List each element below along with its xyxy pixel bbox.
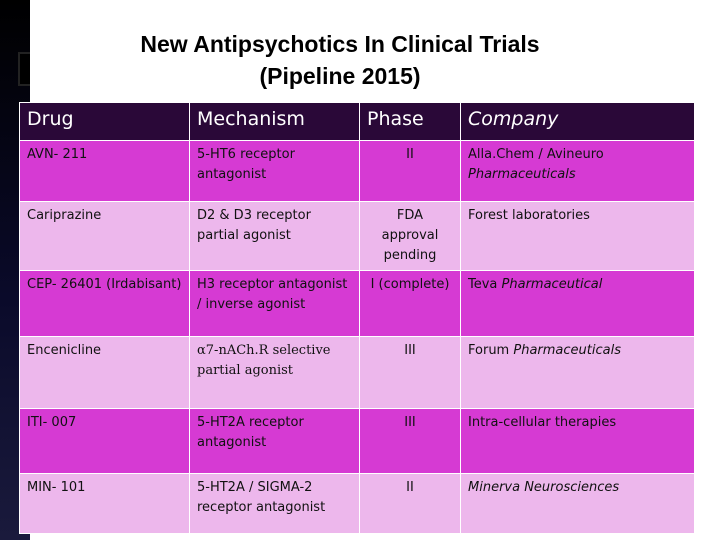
phase-cell: I (complete) bbox=[359, 270, 461, 337]
company-name: Intra-cellular therapies bbox=[468, 415, 617, 430]
header-row: Drug Mechanism Phase Company bbox=[19, 102, 695, 141]
company-name-italic: Pharmaceuticals bbox=[513, 343, 621, 358]
drug-cell: AVN- 211 bbox=[19, 140, 190, 202]
mechanism-cell: H3 receptor antagonist / inverse agonist bbox=[189, 270, 360, 337]
header-drug: Drug bbox=[19, 102, 190, 141]
drug-cell: CEP- 26401 (Irdabisant) bbox=[19, 270, 190, 337]
drug-cell: ITI- 007 bbox=[19, 408, 190, 474]
company-name-italic: Pharmaceuticals bbox=[468, 167, 576, 182]
company-name: Teva bbox=[468, 277, 498, 292]
company-name: Alla.Chem / Avineuro bbox=[468, 147, 604, 162]
company-cell: Alla.Chem / Avineuro Pharmaceuticals bbox=[460, 140, 695, 202]
header-company: Company bbox=[460, 102, 695, 141]
phase-cell: FDA approval pending bbox=[359, 201, 461, 271]
title-band bbox=[30, 0, 720, 102]
mechanism-cell: D2 & D3 receptor partial agonist bbox=[189, 201, 360, 271]
company-cell: Forest laboratories bbox=[460, 201, 695, 271]
company-name: Forest laboratories bbox=[468, 208, 590, 223]
mechanism-cell: 5-HT6 receptor antagonist bbox=[189, 140, 360, 202]
pipeline-table: Drug Mechanism Phase Company AVN- 211 5-… bbox=[19, 102, 695, 534]
company-cell: Minerva Neurosciences bbox=[460, 473, 695, 534]
company-name-italic: Minerva Neurosciences bbox=[468, 480, 620, 495]
phase-cell: III bbox=[359, 408, 461, 474]
drug-cell: MIN- 101 bbox=[19, 473, 190, 534]
header-phase: Phase bbox=[359, 102, 461, 141]
table-row: AVN- 211 5-HT6 receptor antagonist II Al… bbox=[19, 140, 695, 202]
company-cell: Teva Pharmaceutical bbox=[460, 270, 695, 337]
company-name-italic: Pharmaceutical bbox=[501, 277, 603, 292]
table-row: MIN- 101 5-HT2A / SIGMA-2 receptor antag… bbox=[19, 473, 695, 534]
phase-cell: II bbox=[359, 473, 461, 534]
drug-cell: Encenicline bbox=[19, 336, 190, 409]
phase-cell: II bbox=[359, 140, 461, 202]
company-cell: Forum Pharmaceuticals bbox=[460, 336, 695, 409]
slide-title: New Antipsychotics In Clinical Trials (P… bbox=[30, 28, 650, 92]
header-mechanism: Mechanism bbox=[189, 102, 360, 141]
mechanism-cell: α7-nACh.R selective partial agonist bbox=[189, 336, 360, 409]
table-row: Cariprazine D2 & D3 receptor partial ago… bbox=[19, 201, 695, 271]
table-row: Encenicline α7-nACh.R selective partial … bbox=[19, 336, 695, 409]
title-line-2: (Pipeline 2015) bbox=[259, 63, 421, 89]
company-name: Forum bbox=[468, 343, 510, 358]
phase-cell: III bbox=[359, 336, 461, 409]
title-line-1: New Antipsychotics In Clinical Trials bbox=[140, 31, 540, 57]
table-row: ITI- 007 5-HT2A receptor antagonist III … bbox=[19, 408, 695, 474]
table-row: CEP- 26401 (Irdabisant) H3 receptor anta… bbox=[19, 270, 695, 337]
mechanism-cell: 5-HT2A / SIGMA-2 receptor antagonist bbox=[189, 473, 360, 534]
drug-cell: Cariprazine bbox=[19, 201, 190, 271]
mechanism-cell: 5-HT2A receptor antagonist bbox=[189, 408, 360, 474]
company-cell: Intra-cellular therapies bbox=[460, 408, 695, 474]
